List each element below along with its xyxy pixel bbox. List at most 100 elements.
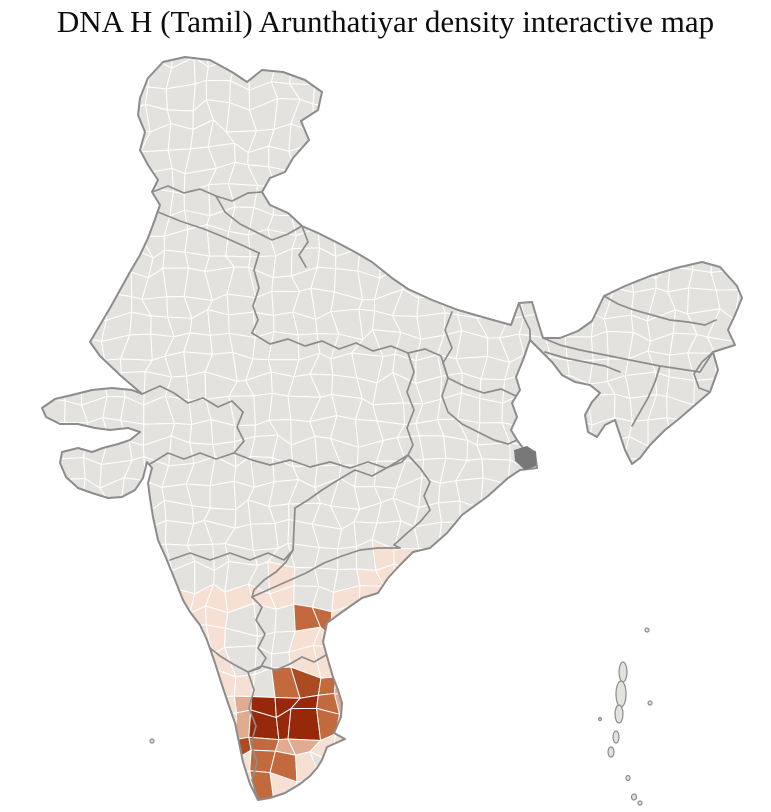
district-cell[interactable] — [0, 420, 25, 439]
district-cell[interactable] — [648, 124, 679, 149]
district-cell[interactable] — [379, 731, 397, 762]
district-cell[interactable] — [456, 41, 481, 65]
district-cell[interactable] — [753, 254, 771, 278]
district-cell[interactable] — [375, 674, 399, 694]
district-cell[interactable] — [591, 109, 616, 128]
district-cell[interactable] — [459, 209, 485, 236]
district-cell[interactable] — [352, 708, 382, 741]
district-cell[interactable] — [518, 268, 553, 296]
district-cell[interactable] — [123, 205, 152, 238]
district-cell[interactable] — [582, 772, 611, 801]
district-cell[interactable] — [708, 37, 741, 62]
district-cell[interactable] — [564, 455, 588, 489]
district-cell[interactable] — [333, 209, 364, 236]
district-cell[interactable] — [413, 521, 442, 550]
district-cell[interactable] — [79, 545, 109, 567]
district-cell[interactable] — [714, 350, 741, 385]
district-cell[interactable] — [505, 21, 529, 47]
district-cell[interactable] — [645, 626, 678, 657]
district-cell[interactable] — [669, 203, 696, 236]
district-cell[interactable] — [119, 751, 151, 781]
district-cell[interactable] — [709, 528, 736, 553]
district-cell[interactable] — [20, 540, 49, 572]
district-cell[interactable] — [98, 57, 127, 86]
district-cell[interactable] — [586, 623, 615, 658]
district-cell[interactable] — [498, 0, 528, 23]
district-cell[interactable] — [667, 581, 697, 611]
district-cell[interactable] — [83, 147, 111, 175]
district-cell[interactable] — [586, 437, 609, 459]
district-cell[interactable] — [539, 36, 574, 61]
district-cell[interactable] — [18, 647, 47, 675]
district-cell[interactable] — [755, 520, 771, 543]
district-cell[interactable] — [707, 623, 742, 653]
district-cell[interactable] — [756, 504, 771, 530]
district-cell[interactable] — [712, 143, 736, 173]
district-cell[interactable] — [1, 25, 20, 47]
district-cell[interactable] — [185, 688, 213, 721]
district-cell[interactable] — [122, 668, 151, 700]
district-cell[interactable] — [650, 39, 679, 67]
district-cell[interactable] — [224, 792, 257, 812]
district-cell[interactable] — [434, 571, 463, 592]
district-cell[interactable] — [761, 65, 771, 80]
district-cell[interactable] — [649, 457, 675, 485]
district-cell[interactable] — [250, 522, 279, 551]
district-cell[interactable] — [569, 270, 593, 301]
district-cell[interactable] — [165, 728, 192, 754]
district-cell[interactable] — [437, 776, 466, 801]
district-cell[interactable] — [150, 714, 172, 733]
district-cell[interactable] — [434, 581, 460, 610]
district-cell[interactable] — [418, 757, 444, 783]
district-cell[interactable] — [562, 191, 591, 216]
district-cell[interactable] — [632, 39, 652, 67]
district-cell[interactable] — [709, 547, 739, 574]
district-cell[interactable] — [520, 0, 548, 21]
district-cell[interactable] — [590, 499, 612, 532]
district-cell[interactable] — [590, 712, 614, 734]
district-cell[interactable] — [79, 203, 111, 234]
district-cell[interactable] — [499, 668, 532, 698]
district-cell[interactable] — [542, 415, 570, 447]
district-cell[interactable] — [708, 59, 741, 89]
district-cell[interactable] — [148, 520, 167, 546]
district-cell[interactable] — [478, 804, 503, 812]
district-cell[interactable] — [677, 144, 693, 168]
district-cell[interactable] — [316, 775, 342, 798]
district-cell[interactable] — [631, 207, 656, 234]
district-cell[interactable] — [646, 144, 679, 170]
district-cell[interactable] — [83, 170, 106, 191]
district-cell[interactable] — [755, 36, 771, 69]
district-cell[interactable] — [360, 184, 382, 211]
district-cell[interactable] — [41, 687, 69, 717]
district-cell[interactable] — [79, 21, 108, 46]
district-cell[interactable] — [374, 169, 396, 190]
district-cell[interactable] — [545, 686, 568, 718]
district-cell[interactable] — [81, 589, 106, 610]
district-cell[interactable] — [40, 758, 70, 778]
district-cell[interactable] — [666, 108, 692, 126]
district-cell[interactable] — [267, 331, 300, 361]
district-cell[interactable] — [0, 192, 26, 207]
district-cell[interactable] — [480, 498, 507, 526]
district-cell[interactable] — [59, 224, 87, 258]
district-cell[interactable] — [434, 125, 467, 148]
district-cell[interactable] — [164, 688, 189, 721]
district-cell[interactable] — [37, 293, 67, 318]
district-cell[interactable] — [377, 687, 403, 716]
district-cell[interactable] — [0, 712, 23, 738]
district-cell[interactable] — [317, 214, 335, 236]
district-cell[interactable] — [460, 751, 485, 780]
district-cell[interactable] — [16, 481, 48, 509]
district-cell[interactable] — [162, 751, 196, 784]
district-cell[interactable] — [603, 62, 636, 91]
district-cell[interactable] — [688, 602, 721, 635]
district-cell[interactable] — [183, 793, 213, 812]
district-cell[interactable] — [392, 674, 421, 694]
district-cell[interactable] — [101, 772, 122, 797]
district-cell[interactable] — [0, 625, 25, 648]
district-cell[interactable] — [585, 689, 611, 716]
district-cell[interactable] — [543, 482, 572, 511]
district-cell[interactable] — [668, 686, 696, 719]
district-cell[interactable] — [728, 691, 761, 719]
